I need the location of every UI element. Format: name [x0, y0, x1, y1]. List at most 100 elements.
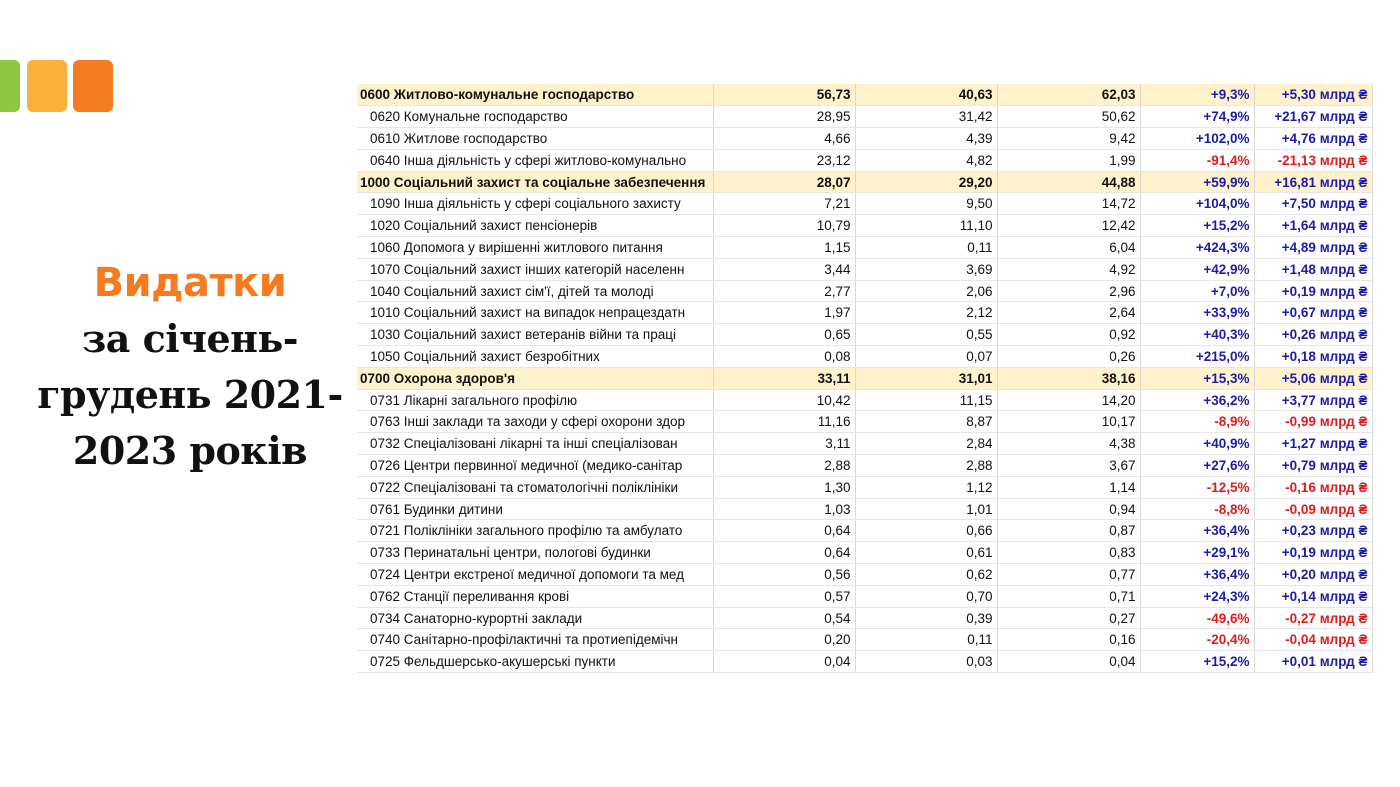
value-2022: 0,55 — [855, 323, 998, 347]
change-percent: +424,3% — [1140, 236, 1255, 259]
row-name: 1040 Соціальний захист сім'ї, дітей та м… — [357, 280, 714, 303]
value-2023: 2,96 — [997, 280, 1141, 303]
value-2022: 0,39 — [855, 607, 998, 630]
value-2022: 4,39 — [855, 127, 998, 150]
value-2022: 0,61 — [855, 541, 998, 565]
change-percent: +9,3% — [1140, 84, 1255, 107]
value-2023: 0,94 — [997, 498, 1141, 521]
row-name: 0731 Лікарні загального профілю — [357, 389, 714, 412]
value-2022: 11,10 — [855, 214, 998, 238]
value-2023: 0,71 — [997, 585, 1141, 608]
change-percent: +29,1% — [1140, 541, 1255, 565]
row-name: 0721 Поліклініки загального профілю та а… — [357, 519, 714, 543]
value-2022: 2,12 — [855, 301, 998, 325]
change-amount: -21,13 млрд ₴ — [1254, 149, 1373, 172]
change-percent: +74,9% — [1140, 105, 1255, 129]
row-name: 1010 Соціальний захист на випадок непрац… — [357, 301, 714, 325]
value-2022: 31,42 — [855, 105, 998, 129]
value-2022: 9,50 — [855, 192, 998, 216]
change-amount: +4,76 млрд ₴ — [1254, 127, 1373, 150]
value-2022: 0,11 — [855, 236, 998, 259]
value-2021: 23,12 — [713, 149, 856, 172]
value-2021: 1,30 — [713, 476, 856, 499]
value-2023: 0,77 — [997, 563, 1141, 586]
value-2021: 0,64 — [713, 519, 856, 543]
value-2023: 4,38 — [997, 432, 1141, 456]
change-percent: +24,3% — [1140, 585, 1255, 608]
table-row: 0761 Будинки дитини 1,03 1,01 0,94 -8,8% -0,0… — [357, 498, 1373, 521]
change-amount: +5,06 млрд ₴ — [1254, 367, 1373, 390]
change-amount: +0,14 млрд ₴ — [1254, 585, 1373, 608]
table-row: 0640 Інша діяльність у сфері житлово-ком… — [357, 149, 1373, 172]
group-row: 0700 Охорона здоров'я 33,11 31,01 38,16 +15,… — [357, 367, 1373, 390]
value-2022: 1,01 — [855, 498, 998, 521]
title-line: грудень 2021- — [37, 372, 343, 417]
value-2023: 10,17 — [997, 410, 1141, 434]
table-row: 1070 Соціальний захист інших категорій н… — [357, 258, 1373, 281]
value-2023: 50,62 — [997, 105, 1141, 129]
value-2023: 0,27 — [997, 607, 1141, 630]
value-2021: 28,07 — [713, 171, 856, 194]
value-2021: 0,08 — [713, 345, 856, 368]
value-2021: 0,57 — [713, 585, 856, 608]
row-name: 1020 Соціальний захист пенсіонерів — [357, 214, 714, 238]
value-2023: 1,99 — [997, 149, 1141, 172]
expense-table: 0600 Житлово-комунальне господарство 56,7… — [357, 84, 1373, 674]
change-percent: +104,0% — [1140, 192, 1255, 216]
value-2022: 4,82 — [855, 149, 998, 172]
value-2022: 0,07 — [855, 345, 998, 368]
change-percent: -8,8% — [1140, 498, 1255, 521]
table-row: 1020 Соціальний захист пенсіонерів 10,79 1… — [357, 214, 1373, 238]
table-row: 1060 Допомога у вирішенні житлового пита… — [357, 236, 1373, 259]
row-name: 0732 Спеціалізовані лікарні та інші спец… — [357, 432, 714, 456]
row-name: 0733 Перинатальні центри, пологові будин… — [357, 541, 714, 565]
value-2022: 2,88 — [855, 454, 998, 477]
change-amount: +0,01 млрд ₴ — [1254, 650, 1373, 674]
change-amount: +1,27 млрд ₴ — [1254, 432, 1373, 456]
row-name: 0610 Житлове господарство — [357, 127, 714, 150]
row-name: 0620 Комунальне господарство — [357, 105, 714, 129]
value-2022: 40,63 — [855, 84, 998, 107]
change-amount: +3,77 млрд ₴ — [1254, 389, 1373, 412]
value-2021: 4,66 — [713, 127, 856, 150]
value-2021: 3,44 — [713, 258, 856, 281]
value-2021: 3,11 — [713, 432, 856, 456]
change-percent: -12,5% — [1140, 476, 1255, 499]
value-2022: 31,01 — [855, 367, 998, 390]
value-2023: 1,14 — [997, 476, 1141, 499]
value-2023: 14,20 — [997, 389, 1141, 412]
change-amount: +0,23 млрд ₴ — [1254, 519, 1373, 543]
value-2023: 0,16 — [997, 628, 1141, 652]
table-row: 0731 Лікарні загального профілю 10,42 11,1… — [357, 389, 1373, 412]
logo-square — [73, 60, 113, 112]
value-2022: 8,87 — [855, 410, 998, 434]
row-name: 1070 Соціальний захист інших категорій н… — [357, 258, 714, 281]
value-2021: 10,42 — [713, 389, 856, 412]
change-amount: +0,67 млрд ₴ — [1254, 301, 1373, 325]
table-row: 0724 Центри екстреної медичної допомоги … — [357, 563, 1373, 586]
change-percent: +15,2% — [1140, 650, 1255, 674]
change-amount: +1,64 млрд ₴ — [1254, 214, 1373, 238]
change-percent: +7,0% — [1140, 280, 1255, 303]
change-percent: +36,2% — [1140, 389, 1255, 412]
change-percent: -20,4% — [1140, 628, 1255, 652]
row-name: 0763 Інші заклади та заходи у сфері охор… — [357, 410, 714, 434]
change-amount: -0,04 млрд ₴ — [1254, 628, 1373, 652]
change-percent: +42,9% — [1140, 258, 1255, 281]
row-name: 0761 Будинки дитини — [357, 498, 714, 521]
value-2021: 7,21 — [713, 192, 856, 216]
value-2022: 2,84 — [855, 432, 998, 456]
logo-square — [27, 60, 67, 112]
value-2023: 0,87 — [997, 519, 1141, 543]
value-2023: 0,83 — [997, 541, 1141, 565]
change-amount: -0,27 млрд ₴ — [1254, 607, 1373, 630]
value-2023: 3,67 — [997, 454, 1141, 477]
change-amount: +0,19 млрд ₴ — [1254, 280, 1373, 303]
change-percent: -91,4% — [1140, 149, 1255, 172]
change-amount: +0,18 млрд ₴ — [1254, 345, 1373, 368]
value-2022: 29,20 — [855, 171, 998, 194]
change-amount: -0,16 млрд ₴ — [1254, 476, 1373, 499]
change-percent: +33,9% — [1140, 301, 1255, 325]
value-2022: 11,15 — [855, 389, 998, 412]
